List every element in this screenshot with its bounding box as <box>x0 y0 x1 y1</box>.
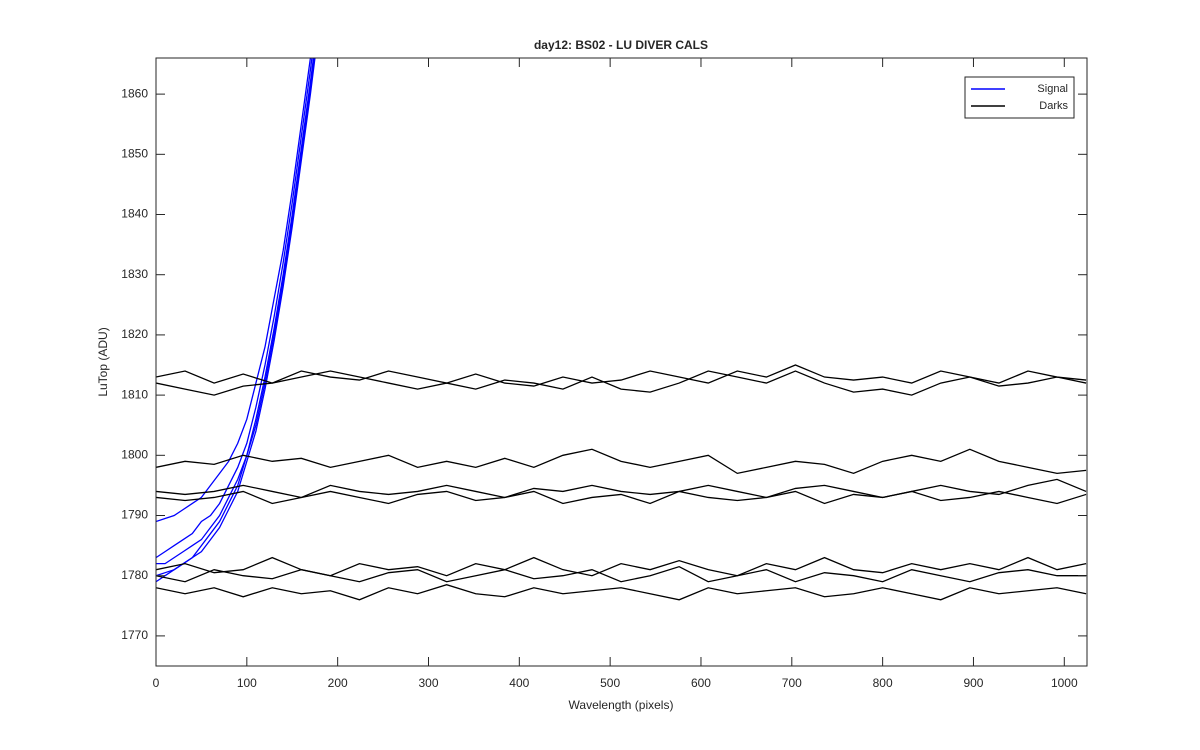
x-tick-label: 900 <box>963 676 983 690</box>
legend-label: Darks <box>1039 100 1068 112</box>
data-line <box>156 370 1087 396</box>
x-tick-label: 1000 <box>1051 676 1078 690</box>
data-line <box>156 490 1087 505</box>
data-line <box>156 364 1087 387</box>
x-tick-label: 600 <box>691 676 711 690</box>
y-tick-label: 1780 <box>121 568 148 582</box>
plot-area <box>156 58 1087 666</box>
legend-label: Signal <box>1037 83 1068 95</box>
y-tick-label: 1820 <box>121 327 148 341</box>
y-tick-label: 1850 <box>121 146 148 160</box>
x-tick-label: 0 <box>153 676 160 690</box>
x-tick-label: 200 <box>328 676 348 690</box>
x-tick-label: 800 <box>873 676 893 690</box>
y-tick-label: 1810 <box>121 387 148 401</box>
y-tick-label: 1830 <box>121 267 148 281</box>
chart-title: day12: BS02 - LU DIVER CALS <box>534 38 708 52</box>
y-axis-label: LuTop (ADU) <box>96 327 110 396</box>
x-tick-label: 400 <box>509 676 529 690</box>
data-line <box>156 565 1087 583</box>
x-tick-label: 700 <box>782 676 802 690</box>
data-line <box>156 478 1087 499</box>
data-line <box>156 58 315 565</box>
y-tick-label: 1770 <box>121 628 148 642</box>
y-tick-label: 1860 <box>121 86 148 100</box>
data-line <box>156 58 312 523</box>
x-tick-label: 500 <box>600 676 620 690</box>
y-tick-label: 1790 <box>121 508 148 522</box>
x-axis-label: Wavelength (pixels) <box>569 698 674 712</box>
axes-box <box>155 57 1088 667</box>
y-tick-label: 1800 <box>121 447 148 461</box>
x-tick-label: 300 <box>418 676 438 690</box>
legend-box <box>964 76 1075 119</box>
data-line <box>156 584 1087 601</box>
data-line <box>156 58 313 559</box>
lines <box>156 58 1087 601</box>
data-line <box>156 448 1087 475</box>
x-tick-label: 100 <box>237 676 257 690</box>
y-tick-label: 1840 <box>121 207 148 221</box>
